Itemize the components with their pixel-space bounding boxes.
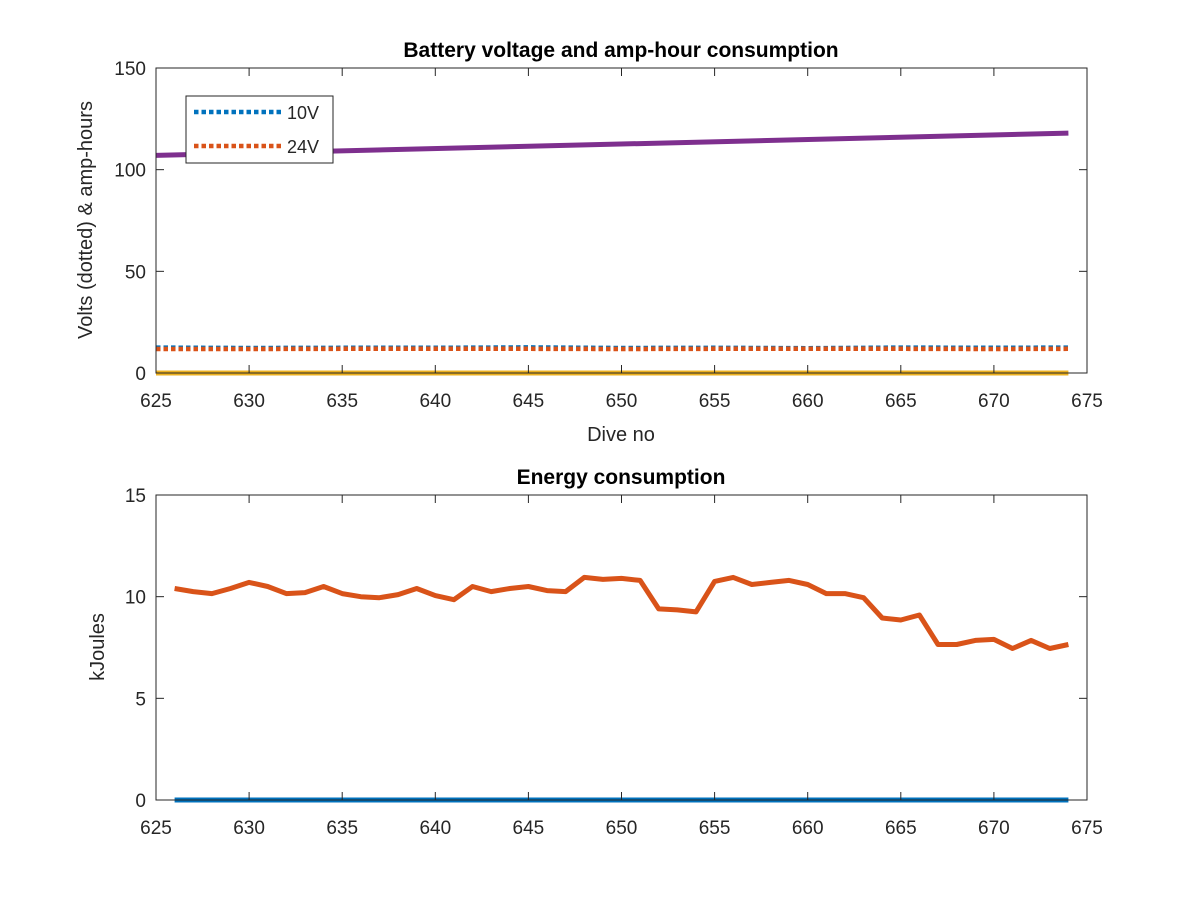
battery-y-tick-label: 0 xyxy=(135,364,146,385)
battery-x-tick-label: 670 xyxy=(978,391,1010,412)
battery-y-axis-label: Volts (dotted) & amp-hours xyxy=(75,101,97,339)
legend-label-10v: 10V xyxy=(287,103,319,123)
battery-x-tick-label: 675 xyxy=(1071,391,1103,412)
battery-x-tick-label: 665 xyxy=(885,391,917,412)
legend-label-24v: 24V xyxy=(287,137,319,157)
battery-x-tick-label: 640 xyxy=(419,391,451,412)
energy-x-tick-label: 645 xyxy=(513,818,545,839)
energy-subplot: Energy consumption 625 630 635 640 645 650 655… xyxy=(87,466,1103,839)
energy-y-tick-label: 0 xyxy=(135,791,146,812)
energy-series-line-orange xyxy=(174,574,1069,651)
battery-x-tick-label: 625 xyxy=(140,391,172,412)
legend-box xyxy=(185,95,334,164)
battery-ticks-group: 625 630 635 640 645 650 655 660 665 670 675 0 50 100 1… xyxy=(114,59,1103,412)
energy-x-tick-label: 670 xyxy=(978,818,1010,839)
energy-ticks-group: 625 630 635 640 645 650 655 660 665 670 675 0 5 10 15 xyxy=(125,486,1103,839)
battery-x-tick-label: 660 xyxy=(792,391,824,412)
energy-x-tick-label: 630 xyxy=(233,818,265,839)
energy-y-tick-label: 5 xyxy=(135,689,146,710)
battery-x-tick-label: 645 xyxy=(513,391,545,412)
battery-x-tick-label: 630 xyxy=(233,391,265,412)
energy-x-tick-label: 625 xyxy=(140,818,172,839)
battery-y-tick-label: 100 xyxy=(114,161,146,182)
battery-subplot: Battery voltage and amp-hour consumption… xyxy=(75,39,1103,446)
battery-x-axis-label: Dive no xyxy=(587,424,655,446)
energy-x-tick-label: 665 xyxy=(885,818,917,839)
energy-x-tick-label: 655 xyxy=(699,818,731,839)
battery-x-tick-label: 650 xyxy=(606,391,638,412)
energy-y-tick-label: 15 xyxy=(125,486,146,507)
energy-y-axis-label: kJoules xyxy=(87,613,109,681)
battery-legend: 10V 24V xyxy=(185,95,334,164)
energy-y-tick-label: 10 xyxy=(125,588,146,609)
battery-x-tick-label: 635 xyxy=(326,391,358,412)
battery-y-tick-label: 50 xyxy=(125,262,146,283)
energy-chart-title: Energy consumption xyxy=(517,466,726,489)
energy-x-tick-label: 650 xyxy=(606,818,638,839)
battery-y-tick-label: 150 xyxy=(114,59,146,80)
energy-x-tick-label: 675 xyxy=(1071,818,1103,839)
energy-x-tick-label: 640 xyxy=(419,818,451,839)
energy-x-tick-label: 660 xyxy=(792,818,824,839)
battery-x-tick-label: 655 xyxy=(699,391,731,412)
energy-x-tick-label: 635 xyxy=(326,818,358,839)
battery-chart-title: Battery voltage and amp-hour consumption xyxy=(403,39,838,62)
